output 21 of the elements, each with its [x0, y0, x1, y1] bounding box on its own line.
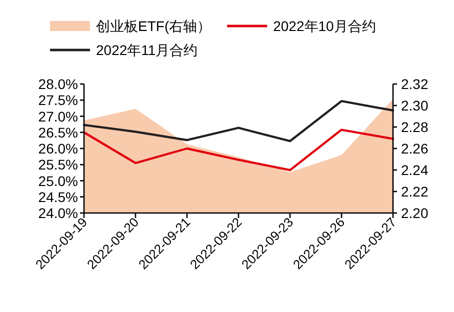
y2-tick-label: 2.20 — [401, 205, 428, 221]
y-tick-label: 25.0% — [38, 172, 78, 189]
y-tick-label: 28.0% — [38, 76, 78, 92]
line-series — [82, 100, 394, 142]
y2-tick-label: 2.30 — [401, 98, 428, 114]
line-series — [82, 128, 394, 172]
y-tick-label: 26.5% — [38, 124, 78, 140]
y-tick-label: 24.0% — [38, 205, 78, 221]
y2-tick-label: 2.32 — [401, 76, 428, 92]
y2-tick-label: 2.24 — [401, 162, 428, 178]
y-tick-label: 27.0% — [38, 108, 78, 124]
y-tick-label: 25.5% — [38, 156, 78, 173]
legend-label: 2022年11月合约 — [96, 42, 198, 58]
y-tick-label: 24.5% — [38, 188, 78, 205]
legend-label: 2022年10月合约 — [273, 18, 376, 34]
y-tick-label: 26.0% — [38, 140, 78, 156]
y2-tick-label: 2.22 — [401, 184, 428, 200]
y2-tick-label: 2.28 — [401, 119, 428, 135]
y2-tick-label: 2.26 — [401, 140, 428, 156]
y-tick-label: 27.5% — [38, 92, 78, 108]
legend-label: 创业板ETF(右轴） — [96, 18, 212, 34]
